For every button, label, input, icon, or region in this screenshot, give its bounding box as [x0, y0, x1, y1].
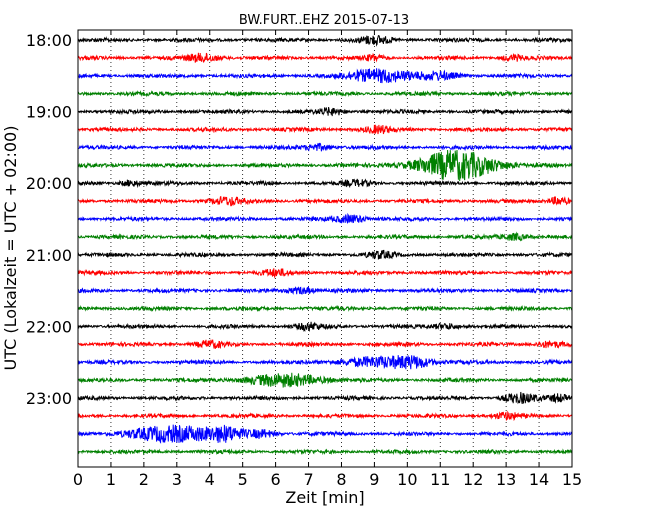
seismic-trace [77, 178, 573, 189]
seismic-trace [77, 372, 573, 388]
seismic-trace [77, 124, 573, 135]
y-tick-label: 19:00 [26, 103, 72, 122]
trace-1830 [77, 68, 573, 84]
seismic-trace [77, 268, 573, 279]
trace-1915 [77, 124, 573, 135]
x-tick-label: 0 [73, 470, 83, 489]
x-tick-label: 14 [529, 470, 549, 489]
plot-frame [77, 29, 573, 468]
trace-2315 [77, 410, 573, 422]
trace-1930 [77, 142, 573, 152]
x-tick-label: 8 [336, 470, 346, 489]
seismic-trace [77, 231, 573, 242]
seismic-trace [77, 149, 573, 182]
x-tick-label: 4 [205, 470, 215, 489]
trace-1845 [77, 90, 573, 98]
y-tick-label: 22:00 [26, 317, 72, 336]
x-tick-label: 3 [172, 470, 182, 489]
x-axis-ticks: 0 1 2 3 4 5 6 7 8 9 10 11 12 13 14 15 [73, 30, 582, 489]
seismic-traces [77, 35, 573, 456]
seismic-trace [77, 68, 573, 84]
trace-2200 [77, 321, 573, 333]
seismic-trace [77, 90, 573, 98]
y-tick-label: 20:00 [26, 174, 72, 193]
seismic-trace [77, 52, 573, 64]
seismic-trace [77, 321, 573, 333]
trace-2230 [77, 355, 573, 370]
y-tick-label: 21:00 [26, 246, 72, 265]
x-tick-label: 9 [369, 470, 379, 489]
grid-lines [110, 30, 540, 467]
trace-2130 [77, 285, 573, 295]
y-tick-label: 23:00 [26, 389, 72, 408]
x-tick-label: 1 [106, 470, 116, 489]
seismic-trace [77, 35, 573, 47]
trace-2015 [77, 195, 573, 207]
x-tick-label: 7 [303, 470, 313, 489]
trace-2045 [77, 231, 573, 242]
x-tick-label: 2 [139, 470, 149, 489]
trace-1900 [77, 106, 573, 117]
y-axis-label: UTC (Lokalzeit = UTC + 02:00) [1, 126, 20, 371]
seismic-trace [77, 304, 573, 313]
trace-2330 [77, 424, 573, 444]
trace-2145 [77, 304, 573, 313]
y-tick-label: 18:00 [26, 31, 72, 50]
x-tick-label: 5 [238, 470, 248, 489]
x-tick-label: 15 [562, 470, 582, 489]
x-tick-label: 13 [496, 470, 516, 489]
seismic-trace [77, 142, 573, 152]
seismic-trace [77, 339, 573, 349]
trace-2215 [77, 339, 573, 349]
trace-2000 [77, 178, 573, 189]
seismic-trace [77, 249, 573, 261]
x-axis-label: Zeit [min] [285, 488, 364, 507]
x-tick-label: 12 [463, 470, 483, 489]
trace-2245 [77, 372, 573, 388]
trace-1800 [77, 35, 573, 47]
seismic-trace [77, 410, 573, 422]
chart-title: BW.FURT..EHZ 2015-07-13 [239, 13, 409, 28]
x-tick-label: 11 [430, 470, 450, 489]
trace-2115 [77, 268, 573, 279]
trace-2345 [77, 447, 573, 456]
x-tick-label: 6 [271, 470, 281, 489]
seismic-trace [77, 391, 573, 405]
seismic-trace [77, 195, 573, 207]
seismic-trace [77, 106, 573, 117]
seismic-trace [77, 285, 573, 295]
y-axis-ticks: 18:00 19:00 20:00 21:00 22:00 23:00 [26, 31, 572, 408]
x-tick-label: 10 [397, 470, 417, 489]
trace-2030 [77, 212, 573, 224]
seismic-trace [77, 447, 573, 456]
trace-2100 [77, 249, 573, 261]
seismic-trace [77, 424, 573, 444]
seismic-trace [77, 212, 573, 224]
trace-1945 [77, 149, 573, 182]
trace-1815 [77, 52, 573, 64]
trace-2300 [77, 391, 573, 405]
seismic-trace [77, 355, 573, 370]
